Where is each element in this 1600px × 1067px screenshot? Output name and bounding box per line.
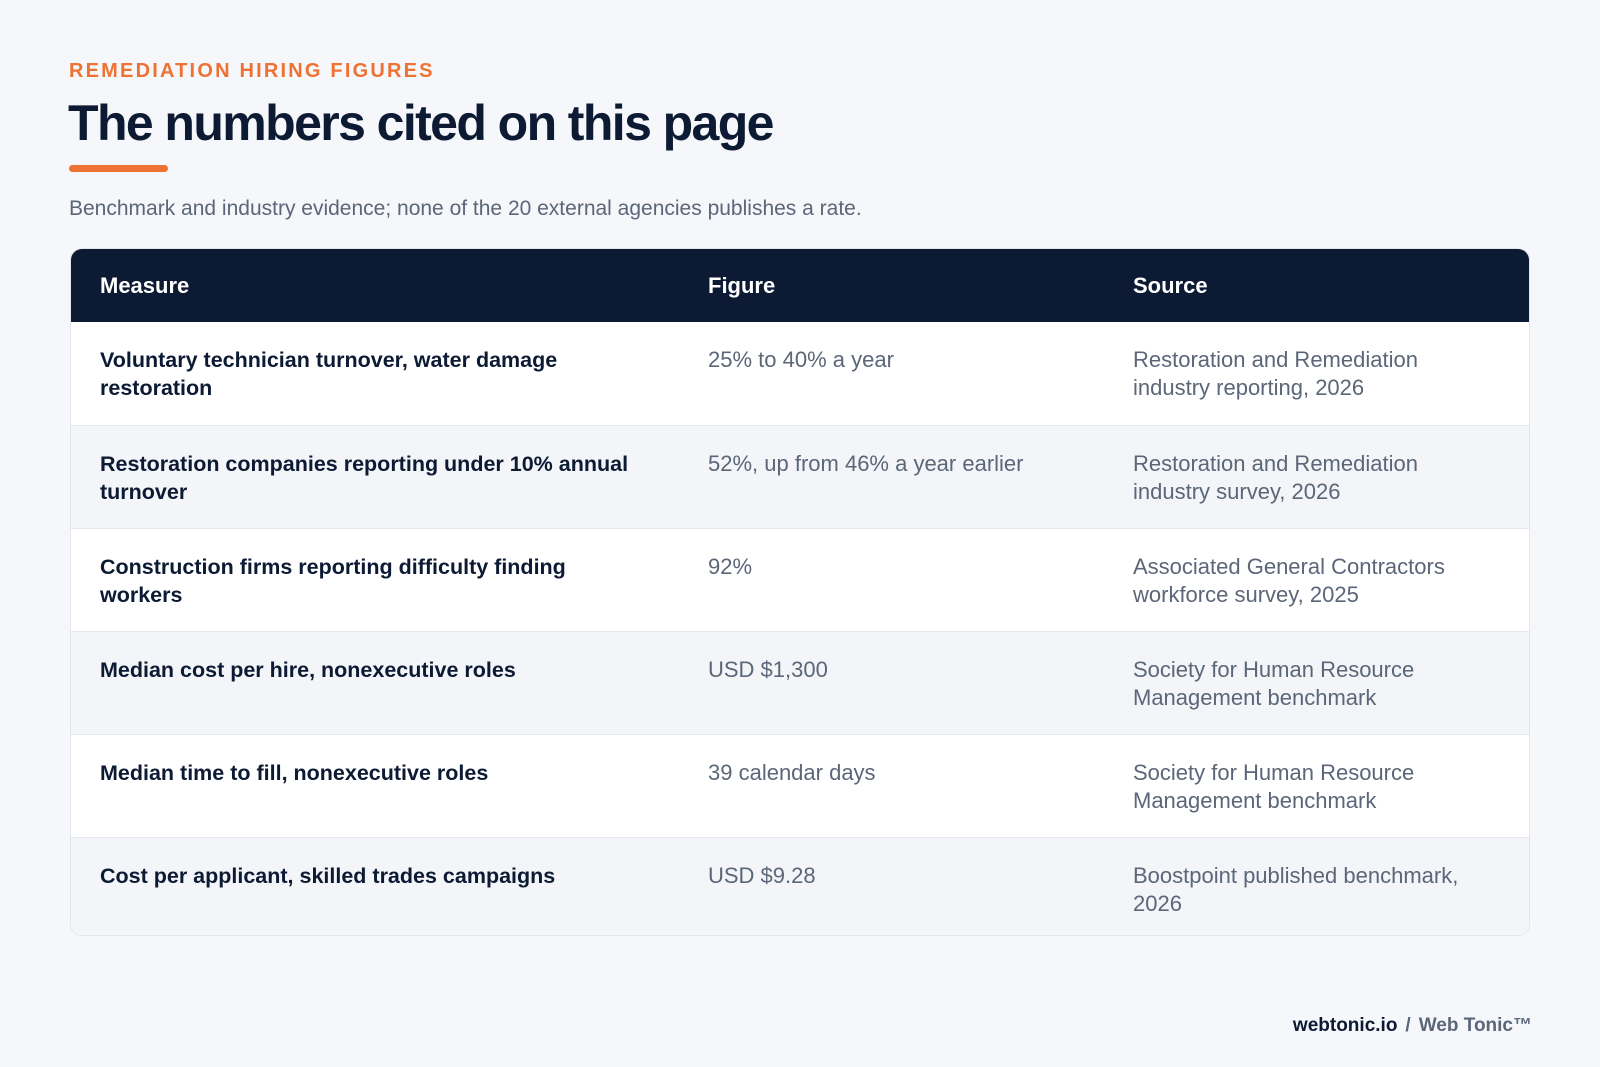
table-row: Median time to fill, nonexecutive roles … [71, 734, 1529, 837]
source-cell: Restoration and Remediation industry sur… [1133, 450, 1418, 504]
table-row: Construction firms reporting difficulty … [71, 528, 1529, 631]
measure-cell: Median cost per hire, nonexecutive roles [100, 657, 516, 682]
measure-cell: Cost per applicant, skilled trades campa… [100, 863, 556, 888]
eyebrow-label: REMEDIATION HIRING FIGURES [69, 60, 435, 82]
measure-cell: Median time to fill, nonexecutive roles [100, 760, 489, 785]
measure-cell: Voluntary technician turnover, water dam… [100, 348, 558, 400]
table-row: Cost per applicant, skilled trades campa… [71, 837, 1529, 935]
table-row: Median cost per hire, nonexecutive roles… [71, 631, 1529, 734]
title-accent-bar [69, 165, 168, 172]
footer-separator: / [1405, 1015, 1411, 1036]
table-header: Measure Figure Source [71, 249, 1529, 322]
footer-credit: webtonic.io / Web Tonic™ [1293, 1014, 1532, 1038]
column-header-source: Source [1133, 272, 1208, 298]
source-cell: Restoration and Remediation industry rep… [1133, 347, 1418, 400]
figure-cell: USD $9.28 [708, 862, 816, 888]
measure-cell: Restoration companies reporting under 10… [100, 451, 629, 504]
figures-table: Measure Figure Source Voluntary technici… [71, 249, 1529, 935]
figure-cell: 52%, up from 46% a year earlier [708, 450, 1024, 476]
source-cell: Boostpoint published benchmark, 2026 [1133, 862, 1459, 916]
figure-cell: 39 calendar days [708, 759, 876, 785]
figure-cell: USD $1,300 [708, 656, 828, 682]
table-body: Voluntary technician turnover, water dam… [71, 322, 1529, 935]
table-header-row: Measure Figure Source [71, 249, 1529, 322]
footer-domain: webtonic.io [1292, 1015, 1398, 1036]
source-cell: Society for Human Resource Management be… [1133, 656, 1415, 710]
table-row: Voluntary technician turnover, water dam… [71, 322, 1529, 425]
source-cell: Society for Human Resource Management be… [1133, 759, 1415, 813]
footer-brand: Web Tonic™ [1418, 1015, 1532, 1036]
page-title: The numbers cited on this page [68, 95, 774, 151]
page-subtitle: Benchmark and industry evidence; none of… [69, 197, 862, 220]
figure-cell: 25% to 40% a year [708, 347, 894, 372]
measure-cell: Construction firms reporting difficulty … [100, 554, 566, 607]
figures-table-card: Measure Figure Source Voluntary technici… [70, 248, 1530, 936]
table-row: Restoration companies reporting under 10… [71, 425, 1529, 528]
column-header-measure: Measure [100, 272, 190, 298]
figure-cell: 92% [708, 553, 753, 579]
source-cell: Associated General Contractors workforce… [1133, 553, 1445, 607]
column-header-figure: Figure [708, 272, 776, 298]
